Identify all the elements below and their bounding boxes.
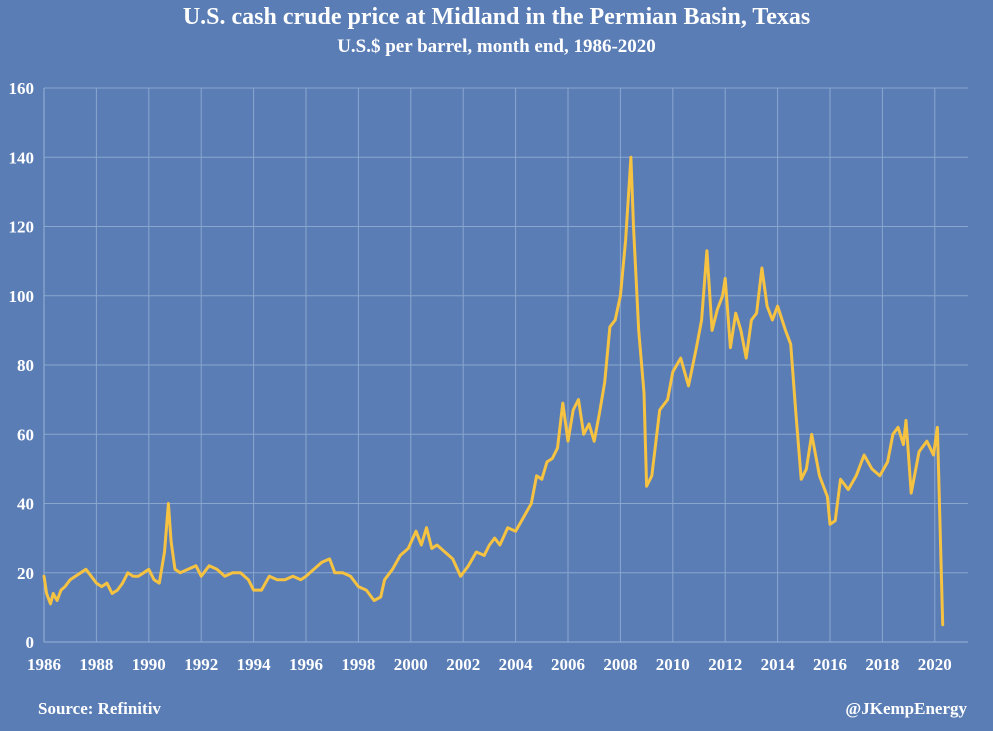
y-tick-label: 60 [17,425,34,444]
x-tick-label: 2006 [551,655,585,674]
y-tick-label: 140 [9,148,35,167]
x-tick-label: 1986 [27,655,61,674]
chart-subtitle: U.S.$ per barrel, month end, 1986-2020 [337,36,656,57]
y-tick-label: 120 [9,218,35,237]
y-tick-label: 160 [9,79,35,98]
x-tick-label: 1994 [237,655,272,674]
x-tick-label: 2012 [708,655,742,674]
x-tick-label: 1988 [79,655,113,674]
y-axis-labels: 0 20 40 60 80 100 120 140 160 [9,79,35,652]
grid-lines [43,87,968,643]
series-line [42,155,945,627]
source-note: Source: Refinitiv [38,699,161,718]
x-tick-label: 1996 [289,655,323,674]
x-tick-label: 2016 [813,655,847,674]
x-tick-label: 2014 [761,655,796,674]
x-tick-label: 1998 [341,655,375,674]
y-tick-label: 0 [26,633,35,652]
author-handle: @JKempEnergy [845,699,967,718]
x-tick-label: 2020 [918,655,952,674]
x-tick-label: 2018 [865,655,899,674]
series-lines [42,155,945,627]
y-tick-label: 100 [9,287,35,306]
x-axis-labels: 1986 1988 1990 1992 1994 1996 1998 2000 2002 2004… [27,655,952,674]
x-tick-label: 2008 [603,655,637,674]
x-tick-label: 1990 [132,655,166,674]
x-tick-label: 2010 [656,655,690,674]
y-tick-label: 40 [17,495,34,514]
y-tick-label: 80 [17,356,34,375]
x-tick-label: 1992 [184,655,218,674]
x-tick-label: 2002 [446,655,480,674]
x-tick-label: 2004 [499,655,534,674]
x-tick-label: 2000 [394,655,428,674]
chart-title: U.S. cash crude price at Midland in the … [182,4,811,30]
y-tick-label: 20 [17,564,34,583]
